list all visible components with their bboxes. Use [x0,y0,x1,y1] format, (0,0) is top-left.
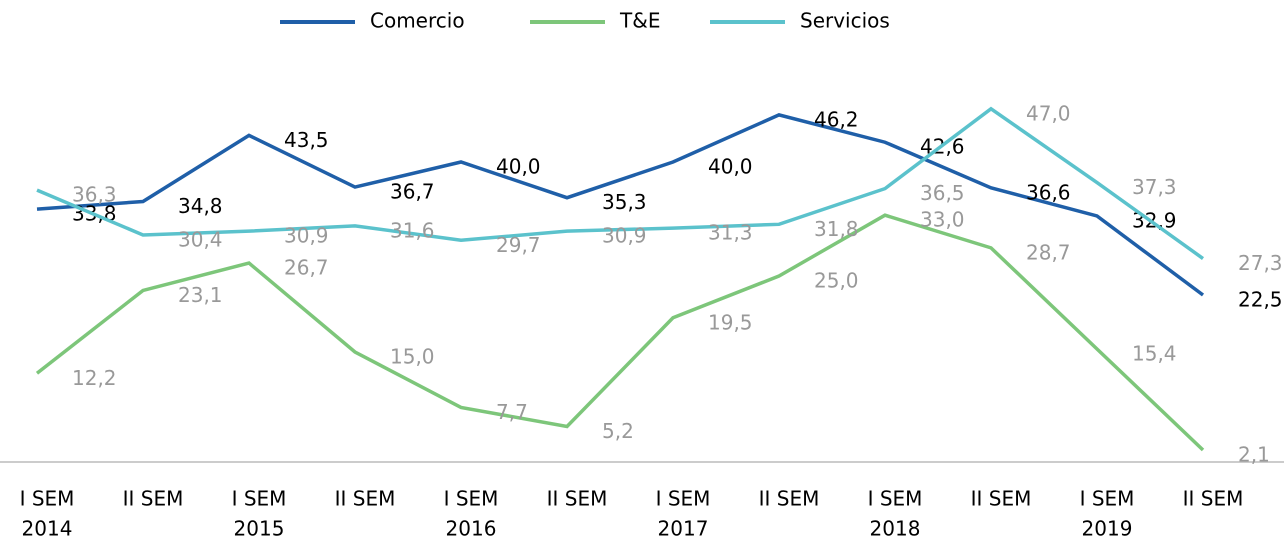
data-label: 46,2 [814,107,859,131]
data-label: 31,6 [390,218,435,242]
data-label: 36,5 [920,181,965,205]
data-label: 15,4 [1132,341,1177,365]
x-tick-label: 2016 [446,517,497,541]
legend-label: T&E [619,9,660,33]
data-label: 43,5 [284,128,329,152]
data-label: 37,3 [1132,175,1177,199]
data-label: 31,3 [708,221,753,245]
x-tick-label: 2017 [658,517,709,541]
legend-label: Comercio [370,9,465,33]
x-tick-label: 2014 [22,517,73,541]
data-label: 34,8 [178,194,223,218]
data-label: 22,5 [1238,288,1283,312]
data-label: 36,7 [390,180,435,204]
data-label: 26,7 [284,256,329,280]
x-tick-label: I SEM [656,487,711,511]
data-label: 25,0 [814,269,859,293]
data-label: 30,9 [284,224,329,248]
x-tick-label: II SEM [971,487,1032,511]
x-tick-label: II SEM [1183,487,1244,511]
x-tick-label: I SEM [20,487,75,511]
data-label: 5,2 [602,419,634,443]
data-label: 33,0 [920,208,965,232]
data-label: 27,3 [1238,251,1283,275]
data-label: 36,6 [1026,180,1071,204]
data-label: 15,0 [390,345,435,369]
series-line [36,113,1205,297]
x-tick-label: II SEM [123,487,184,511]
x-tick-label: II SEM [759,487,820,511]
series-line [36,106,1205,260]
data-label: 31,8 [814,217,859,241]
data-label: 36,3 [72,183,117,207]
data-label: 28,7 [1026,240,1071,264]
data-label: 35,3 [602,190,647,214]
data-label: 19,5 [708,310,753,334]
data-label: 29,7 [496,233,541,257]
legend-label: Servicios [800,9,890,33]
series-line [35,213,1205,452]
data-label: 2,1 [1238,443,1270,467]
data-label: 47,0 [1026,101,1071,125]
data-label: 40,0 [708,155,753,179]
x-tick-label: II SEM [335,487,396,511]
x-tick-label: 2015 [234,517,285,541]
x-tick-label: 2019 [1082,517,1133,541]
x-tick-label: I SEM [868,487,923,511]
data-label: 30,9 [602,224,647,248]
data-label: 12,2 [72,366,117,390]
data-label: 30,4 [178,227,223,251]
x-tick-label: II SEM [547,487,608,511]
data-label: 7,7 [496,400,528,424]
x-tick-label: I SEM [1080,487,1135,511]
x-tick-label: I SEM [444,487,499,511]
x-tick-label: 2018 [870,517,921,541]
data-label: 40,0 [496,155,541,179]
data-label: 23,1 [178,283,223,307]
x-tick-label: I SEM [232,487,287,511]
